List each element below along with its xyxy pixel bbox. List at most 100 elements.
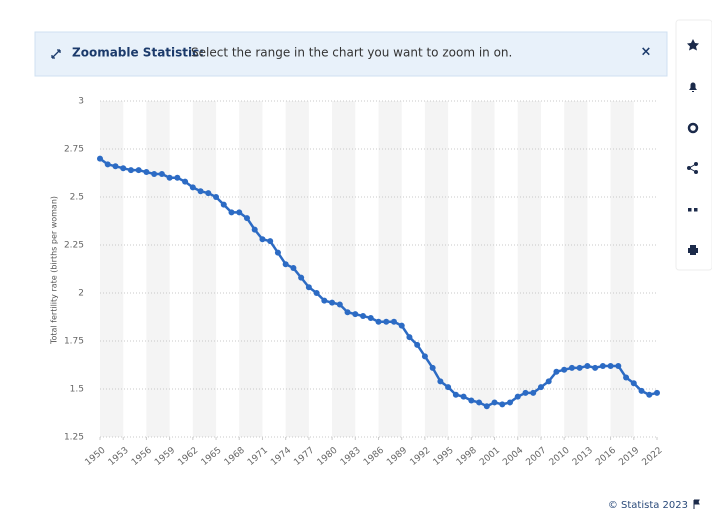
point xyxy=(576,364,583,371)
point xyxy=(414,341,421,348)
point xyxy=(298,274,305,281)
point xyxy=(267,238,274,245)
point xyxy=(460,393,467,400)
band xyxy=(192,101,217,437)
point xyxy=(491,399,498,406)
point xyxy=(646,391,653,398)
point xyxy=(476,399,483,406)
band xyxy=(100,101,124,437)
band xyxy=(239,101,263,437)
y-tick-label: 1.5 xyxy=(70,385,84,395)
point xyxy=(437,378,444,385)
band xyxy=(146,101,170,437)
point xyxy=(367,314,374,321)
point xyxy=(329,299,336,306)
zoom-icon xyxy=(51,49,61,59)
star-icon[interactable] xyxy=(687,39,699,51)
quote-icon[interactable] xyxy=(688,208,698,212)
point xyxy=(561,366,568,373)
sidebar-box xyxy=(675,19,712,271)
band xyxy=(378,101,402,437)
band xyxy=(564,101,588,437)
band xyxy=(610,101,634,437)
settings-icon[interactable] xyxy=(687,122,699,134)
point xyxy=(390,318,397,325)
point xyxy=(127,167,134,174)
point xyxy=(120,165,127,172)
point xyxy=(592,364,599,371)
point xyxy=(499,401,506,408)
point xyxy=(236,209,243,216)
point xyxy=(483,403,490,410)
point xyxy=(344,309,351,316)
point xyxy=(398,322,405,329)
point xyxy=(638,387,645,394)
point xyxy=(135,167,142,174)
point xyxy=(584,362,591,369)
point xyxy=(313,290,320,296)
point xyxy=(530,389,537,396)
point xyxy=(452,391,459,398)
bell-icon[interactable] xyxy=(689,82,697,93)
point xyxy=(251,226,258,233)
print-icon[interactable] xyxy=(688,245,698,255)
point xyxy=(97,155,103,162)
point xyxy=(352,311,359,318)
point xyxy=(553,368,560,375)
point xyxy=(182,178,189,185)
y-tick-label: 2.75 xyxy=(64,145,84,155)
point xyxy=(468,397,475,404)
point xyxy=(174,174,181,181)
point xyxy=(305,284,312,291)
band xyxy=(285,101,309,437)
point xyxy=(158,170,165,177)
band xyxy=(517,101,541,437)
point xyxy=(421,353,428,360)
close-button[interactable]: × xyxy=(641,45,652,60)
banner-title: Zoomable Statistic: xyxy=(72,46,204,60)
band xyxy=(424,101,449,437)
point xyxy=(360,313,367,320)
point xyxy=(607,362,614,369)
y-tick-label: 3 xyxy=(78,97,84,107)
point xyxy=(623,374,630,381)
sidebar xyxy=(675,19,712,271)
point xyxy=(522,389,529,396)
banner-box xyxy=(34,31,668,77)
point xyxy=(243,215,250,222)
point xyxy=(568,364,575,371)
point xyxy=(112,163,119,170)
point xyxy=(445,384,452,391)
share-icon[interactable] xyxy=(687,162,698,174)
banner: Zoomable Statistic: Select the range in … xyxy=(34,31,668,77)
point xyxy=(514,393,521,400)
point xyxy=(406,334,413,341)
y-tick-label: 2 xyxy=(78,289,84,299)
y-tick-label: 2.5 xyxy=(70,193,84,203)
point xyxy=(166,174,173,181)
y-tick-label: 1.75 xyxy=(64,337,84,347)
point xyxy=(290,265,297,272)
point xyxy=(375,318,382,325)
point xyxy=(429,364,436,371)
y-axis-label: Total fertility rate (births per woman) xyxy=(50,196,59,345)
point xyxy=(282,261,289,268)
y-tick-label: 1.25 xyxy=(64,433,84,443)
point xyxy=(151,170,158,177)
point xyxy=(259,236,266,243)
point xyxy=(274,249,281,256)
point xyxy=(197,188,204,195)
point xyxy=(537,384,544,391)
point xyxy=(104,161,111,168)
point xyxy=(615,362,622,369)
point xyxy=(383,318,390,325)
point xyxy=(599,362,606,369)
point xyxy=(220,201,227,208)
point xyxy=(189,184,196,191)
band xyxy=(332,101,356,437)
credit: © Statista 2023 xyxy=(608,500,688,510)
point xyxy=(654,389,660,396)
point xyxy=(336,301,343,308)
